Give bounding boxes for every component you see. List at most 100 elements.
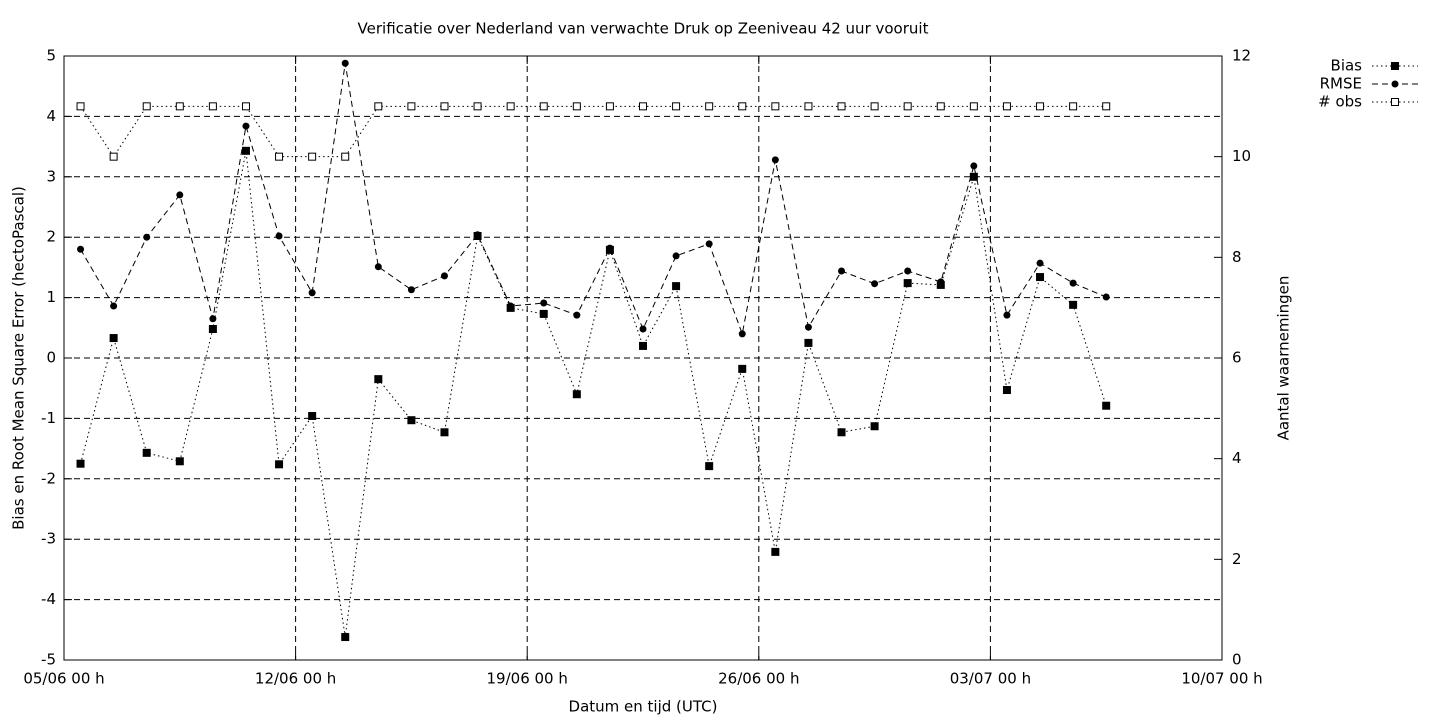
point (109, 152, 118, 161)
point (573, 311, 581, 319)
legend-label: # obs (1318, 93, 1362, 111)
legend-label: RMSE (1320, 75, 1362, 93)
point (275, 152, 284, 161)
y-tick-label: 2 (46, 228, 56, 246)
point (639, 341, 647, 350)
y-tick-label: -4 (41, 590, 56, 608)
point (672, 252, 680, 260)
point (738, 102, 747, 111)
point (572, 390, 581, 399)
point (969, 102, 978, 111)
series-line (80, 105, 1107, 158)
point (374, 263, 382, 271)
point (143, 233, 151, 241)
point (175, 457, 184, 466)
point (374, 102, 383, 111)
point (440, 102, 449, 111)
legend-marker (1391, 80, 1399, 88)
point (672, 102, 681, 111)
point (474, 231, 482, 239)
point (76, 102, 85, 111)
point (903, 279, 912, 288)
legend-marker (1391, 62, 1399, 70)
x-tick-label: 12/06 00 h (255, 670, 336, 688)
point (109, 334, 118, 343)
point (540, 299, 548, 307)
point (473, 102, 482, 111)
point (705, 102, 714, 111)
point (870, 422, 879, 431)
x-tick-label: 05/06 00 h (23, 670, 104, 688)
point (142, 102, 151, 111)
point (407, 416, 416, 425)
legend-marker (1391, 98, 1399, 106)
point (208, 102, 217, 111)
point (1036, 102, 1045, 111)
point (176, 191, 184, 199)
x-axis-label: Datum en tijd (UTC) (569, 698, 718, 716)
point (572, 102, 581, 111)
point (871, 280, 879, 288)
y2-tick-label: 10 (1232, 147, 1251, 165)
point (1069, 300, 1078, 309)
y2-tick-label: 6 (1232, 349, 1242, 367)
point (440, 272, 448, 280)
y2-tick-label: 8 (1232, 248, 1242, 266)
y2-tick-label: 4 (1232, 449, 1242, 467)
point (275, 460, 284, 469)
point (308, 411, 317, 420)
point (242, 122, 250, 130)
point (275, 232, 283, 240)
series-line (80, 150, 1107, 638)
y-tick-label: 5 (46, 47, 56, 65)
point (870, 102, 879, 111)
y-tick-label: -1 (41, 409, 56, 427)
point (639, 102, 647, 111)
point (771, 156, 779, 164)
y-tick-label: 3 (46, 167, 56, 185)
point (1002, 102, 1011, 111)
point (341, 633, 350, 642)
point (341, 59, 349, 67)
point (771, 547, 780, 556)
y-tick-label: -2 (41, 469, 56, 487)
point (77, 245, 85, 253)
point (506, 102, 515, 111)
point (1102, 293, 1110, 301)
point (407, 102, 416, 111)
x-tick-label: 03/07 00 h (950, 670, 1031, 688)
y-tick-label: 0 (46, 349, 56, 367)
y-tick-label: -3 (41, 530, 56, 548)
point (904, 267, 912, 275)
series-line (80, 63, 1107, 336)
point (507, 302, 515, 310)
point (937, 278, 945, 286)
point (705, 240, 713, 248)
chart-title: Verificatie over Nederland van verwachte… (358, 20, 929, 38)
point (672, 282, 681, 291)
y-tick-label: 4 (46, 107, 56, 125)
point (738, 330, 746, 338)
x-tick-label: 26/06 00 h (718, 670, 799, 688)
point (1036, 273, 1045, 282)
point (804, 102, 813, 111)
point (142, 448, 151, 457)
point (308, 289, 316, 297)
point (241, 146, 250, 155)
plot-frame (63, 55, 1223, 661)
point (1069, 279, 1077, 287)
point (110, 302, 118, 310)
y-tick-label: 1 (46, 288, 56, 306)
y2-tick-label: 12 (1232, 47, 1251, 65)
point (1036, 259, 1044, 267)
point (804, 323, 812, 331)
point (308, 152, 317, 161)
point (76, 459, 85, 468)
legend-label: Bias (1331, 57, 1363, 75)
y2-tick-label: 2 (1232, 550, 1242, 568)
point (208, 325, 217, 334)
point (705, 462, 714, 471)
point (175, 102, 184, 111)
x-tick-label: 10/07 00 h (1181, 670, 1262, 688)
